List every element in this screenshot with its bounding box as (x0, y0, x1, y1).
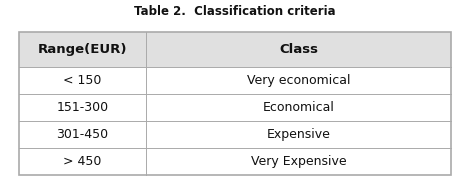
Text: Range(EUR): Range(EUR) (38, 43, 127, 56)
Bar (19, 32, 451, 175)
Text: Very Expensive: Very Expensive (251, 155, 346, 168)
Text: > 450: > 450 (63, 155, 102, 168)
Text: 301-450: 301-450 (56, 128, 109, 141)
Text: Very economical: Very economical (247, 74, 351, 87)
Text: Expensive: Expensive (267, 128, 331, 141)
Text: Table 2.  Classification criteria: Table 2. Classification criteria (134, 5, 336, 18)
Text: 151-300: 151-300 (56, 101, 109, 114)
Text: Economical: Economical (263, 101, 335, 114)
Text: Class: Class (279, 43, 318, 56)
Text: < 150: < 150 (63, 74, 102, 87)
Bar (19, 32, 451, 67)
